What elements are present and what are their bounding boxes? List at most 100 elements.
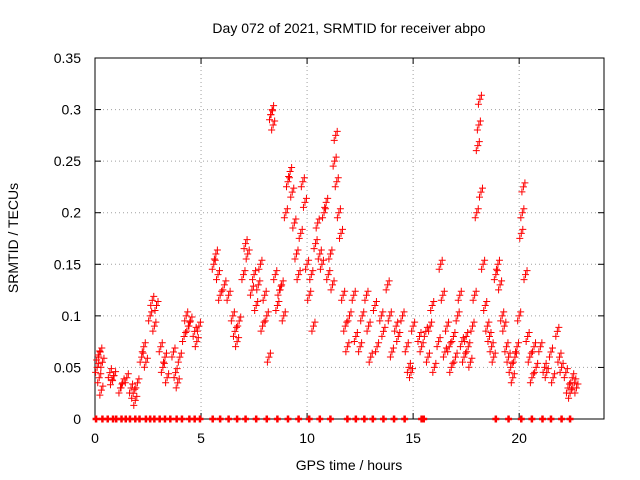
data-point [333, 214, 341, 222]
data-point [491, 349, 499, 357]
data-point [432, 359, 440, 367]
data-point [572, 384, 580, 392]
data-point [220, 281, 228, 289]
data-point [384, 317, 392, 325]
data-point [152, 318, 160, 326]
data-point [452, 317, 460, 325]
data-point [522, 271, 530, 279]
data-point [382, 286, 390, 294]
x-tick-label: 0 [91, 430, 99, 446]
data-point [257, 327, 265, 335]
data-point [322, 205, 330, 213]
data-point [345, 339, 353, 347]
data-point [486, 348, 494, 356]
data-point [256, 260, 264, 268]
data-point [320, 209, 328, 217]
data-point [121, 379, 129, 387]
data-point [548, 379, 556, 387]
data-point [109, 377, 117, 385]
data-point [350, 337, 358, 345]
data-point [233, 338, 241, 346]
data-point [273, 267, 281, 275]
data-point [365, 358, 373, 366]
data-point [272, 307, 280, 315]
data-point [259, 322, 267, 330]
data-point [371, 302, 379, 310]
data-point [388, 348, 396, 356]
data-point [265, 353, 273, 361]
data-point [501, 348, 509, 356]
data-point [508, 359, 516, 367]
data-point [123, 374, 131, 382]
data-point [392, 322, 400, 330]
zero-data-point [517, 415, 525, 423]
data-point [559, 359, 567, 367]
data-point [358, 339, 366, 347]
data-point [447, 339, 455, 347]
data-point [525, 328, 533, 336]
data-point [260, 318, 268, 326]
data-point [253, 286, 261, 294]
data-point [271, 271, 279, 279]
data-point [141, 339, 149, 347]
data-point [255, 265, 263, 273]
data-point [303, 260, 311, 268]
data-point [474, 142, 482, 150]
data-point [333, 178, 341, 186]
data-point [367, 353, 375, 361]
data-point [563, 365, 571, 373]
data-point [145, 317, 153, 325]
zero-data-point [284, 415, 292, 423]
data-point [249, 282, 257, 290]
data-point [462, 332, 470, 340]
zero-data-point [295, 415, 303, 423]
data-point [482, 327, 490, 335]
data-point [341, 322, 349, 330]
data-point [454, 296, 462, 304]
data-point [477, 188, 485, 196]
data-point [507, 363, 515, 371]
data-point [428, 302, 436, 310]
data-point [495, 256, 503, 264]
data-point [305, 291, 313, 299]
data-point [292, 215, 300, 223]
data-point [505, 368, 513, 376]
data-point [112, 368, 120, 376]
data-point [498, 277, 506, 285]
data-point [426, 322, 434, 330]
data-point [568, 374, 576, 382]
data-point [230, 308, 238, 316]
data-point [157, 368, 165, 376]
data-point [444, 348, 452, 356]
data-point [424, 353, 432, 361]
data-point [386, 312, 394, 320]
data-point [548, 344, 556, 352]
data-point [401, 348, 409, 356]
data-point [110, 372, 118, 380]
data-point [239, 271, 247, 279]
data-point [347, 308, 355, 316]
data-point [157, 343, 165, 351]
data-point [97, 370, 105, 378]
data-point [336, 205, 344, 213]
data-point [365, 322, 373, 330]
data-point [261, 317, 269, 325]
data-point [305, 256, 313, 264]
data-point [488, 358, 496, 366]
data-point [429, 368, 437, 376]
data-point [130, 401, 138, 409]
zero-data-point [263, 415, 271, 423]
data-point [310, 245, 318, 253]
data-point [394, 318, 402, 326]
data-point [439, 291, 447, 299]
data-point [504, 339, 512, 347]
zero-data-point [225, 415, 233, 423]
data-point [477, 91, 485, 99]
data-point [496, 281, 504, 289]
data-point [484, 337, 492, 345]
data-point [439, 353, 447, 361]
data-point [562, 369, 570, 377]
data-point [313, 236, 321, 244]
zero-data-point [547, 415, 555, 423]
data-point [307, 271, 315, 279]
